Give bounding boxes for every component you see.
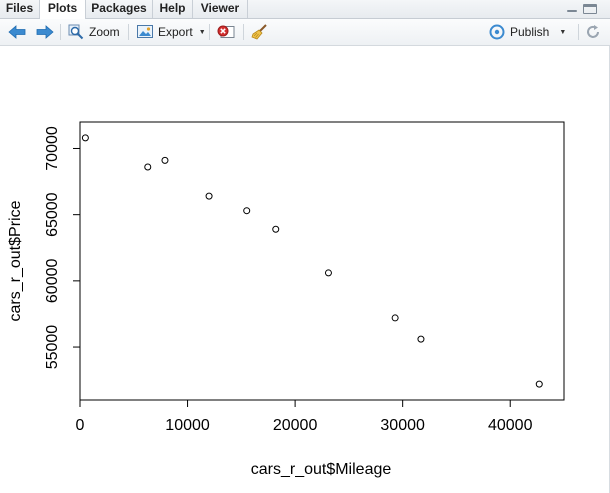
toolbar-separator	[243, 24, 244, 40]
pane-tab-bar: Files Plots Packages Help Viewer	[0, 0, 610, 19]
y-tick-label: 70000	[44, 126, 61, 171]
y-tick-label: 55000	[44, 325, 61, 370]
x-tick-label: 20000	[273, 417, 318, 434]
tab-plots[interactable]: Plots	[40, 0, 86, 19]
forward-arrow-icon	[36, 25, 54, 39]
scatter-point	[205, 192, 213, 200]
y-tick-label: 65000	[44, 192, 61, 237]
scatter-point	[144, 163, 152, 171]
clear-all-plots-button[interactable]	[251, 23, 269, 41]
x-axis-label: cars_r_out$Mileage	[251, 461, 392, 478]
publish-icon	[489, 24, 505, 40]
scatter-point	[535, 380, 543, 388]
back-arrow-icon	[8, 25, 26, 39]
scatter-point	[161, 156, 169, 164]
tab-help[interactable]: Help	[153, 0, 193, 18]
chevron-down-icon: ▼	[559, 28, 567, 36]
scatter-point	[81, 134, 89, 142]
publish-label: Publish	[510, 25, 550, 39]
refresh-icon	[587, 25, 599, 38]
x-axis: 0 10000 20000 30000 40000	[76, 399, 533, 434]
scatter-point	[272, 225, 280, 233]
tab-packages[interactable]: Packages	[86, 0, 153, 18]
y-axis-label: cars_r_out$Price	[7, 200, 24, 321]
publish-menu-button[interactable]: Publish ▼	[489, 23, 566, 41]
scatter-point	[391, 314, 399, 322]
tab-files[interactable]: Files	[0, 0, 40, 18]
y-tick-label: 60000	[44, 259, 61, 304]
toolbar-separator	[578, 24, 579, 40]
plots-toolbar: Zoom Export ▼	[0, 19, 610, 46]
export-menu-button[interactable]: Export ▼	[137, 23, 206, 41]
x-tick-label: 10000	[165, 417, 210, 434]
zoom-label: Zoom	[89, 25, 120, 39]
x-tick-label: 40000	[488, 417, 533, 434]
refresh-button[interactable]	[585, 23, 601, 41]
scatter-point	[243, 207, 251, 215]
zoom-magnifier-icon	[68, 24, 84, 40]
chevron-down-icon: ▼	[198, 28, 206, 36]
toolbar-separator	[60, 24, 61, 40]
toolbar-separator	[209, 24, 210, 40]
remove-plot-icon	[217, 25, 235, 38]
minimize-pane-icon[interactable]	[565, 4, 579, 14]
remove-plot-button[interactable]	[217, 23, 235, 41]
x-tick-label: 0	[76, 417, 85, 434]
scatter-point	[324, 269, 332, 277]
zoom-button[interactable]: Zoom	[68, 23, 120, 41]
y-axis: 55000 60000 65000 70000	[44, 126, 81, 370]
toolbar-separator	[128, 24, 129, 40]
export-image-icon	[137, 25, 153, 38]
plot-frame	[79, 121, 565, 401]
broom-icon	[251, 24, 267, 40]
scatter-plot: 0 10000 20000 30000 40000 55000 60000 65000 700…	[7, 121, 565, 478]
export-label: Export	[158, 25, 193, 39]
tab-viewer[interactable]: Viewer	[193, 0, 248, 18]
x-tick-label: 30000	[380, 417, 425, 434]
forward-button[interactable]	[36, 23, 54, 41]
maximize-pane-icon[interactable]	[583, 4, 597, 14]
back-button[interactable]	[8, 23, 26, 41]
data-points	[81, 134, 543, 388]
scatter-point	[417, 335, 425, 343]
